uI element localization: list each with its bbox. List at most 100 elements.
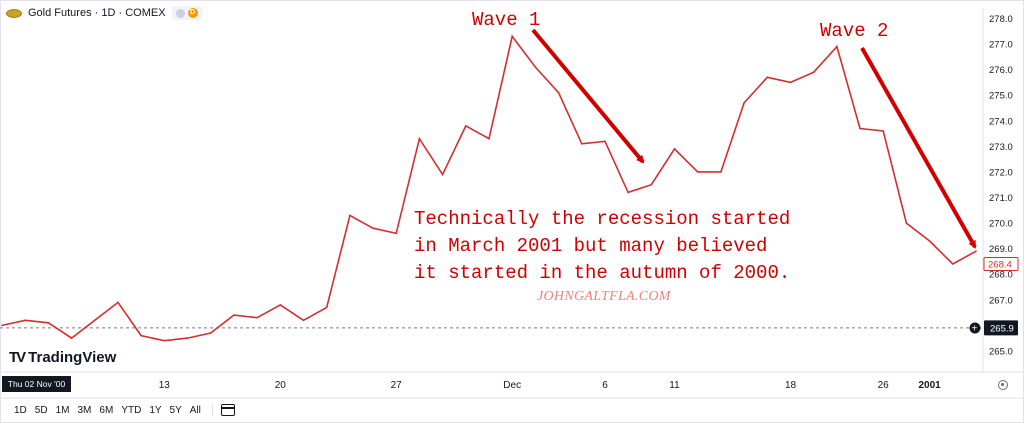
series-point — [325, 306, 328, 309]
timeframe-toolbar: 1D 5D 1M 3M 6M YTD 1Y 5Y All — [0, 400, 235, 420]
series-point — [302, 319, 305, 322]
timeframe-ytd-button[interactable]: YTD — [121, 404, 142, 416]
price-tick-label: 269.0 — [989, 244, 1013, 255]
series-point — [812, 71, 815, 73]
timeframe-3m-button[interactable]: 3M — [77, 404, 92, 416]
series-point — [418, 137, 421, 140]
series-point — [465, 125, 467, 127]
last-price-label: 268.4 — [988, 259, 1012, 270]
series-point — [349, 214, 351, 217]
time-tick-label: Dec — [503, 380, 521, 391]
series-point — [952, 263, 954, 265]
time-tick-label: 27 — [391, 380, 403, 391]
time-tick-label: 2001 — [918, 380, 941, 391]
series-point — [928, 240, 931, 242]
last-price-box — [983, 257, 1019, 271]
price-axis[interactable]: 265.0266.0267.0268.0269.0270.0271.0272.0… — [989, 14, 1013, 357]
annotation-note-line-2: in March 2001 but many believed — [414, 235, 767, 257]
timeframe-1d-button[interactable]: 1D — [14, 404, 27, 416]
series-point — [395, 232, 398, 235]
timeframe-1m-button[interactable]: 1M — [55, 404, 70, 416]
series-point — [511, 35, 513, 38]
watermark: JOHNGALTFLA.COM — [537, 289, 671, 304]
series-point — [696, 171, 699, 173]
time-tick-label: 6 — [602, 380, 608, 391]
chart-header[interactable]: Gold Futures · 1D · COMEX D — [6, 5, 202, 21]
plus-glyph: + — [972, 324, 978, 335]
annotation-wave-2: Wave 2 — [820, 20, 888, 42]
series-point — [209, 332, 212, 334]
price-tick-label: 268.0 — [989, 270, 1013, 281]
tradingview-logo-text: TradingView — [28, 349, 117, 366]
crosshair-price-marker: 265.9 + — [969, 320, 1018, 336]
series-point — [766, 76, 769, 79]
price-tick-label: 274.0 — [989, 116, 1013, 127]
series-points — [1, 35, 977, 342]
wave-1-arrow — [531, 28, 645, 164]
toolbar-divider — [211, 404, 213, 416]
series-point — [70, 337, 73, 339]
series-point — [673, 148, 676, 150]
price-tick-label: 277.0 — [989, 40, 1013, 51]
series-point — [905, 222, 908, 224]
series-point — [789, 81, 792, 84]
add-alert-icon[interactable] — [969, 322, 981, 334]
price-tick-label: 275.0 — [989, 91, 1013, 102]
series-point — [256, 316, 258, 319]
series-line-gold-futures — [1, 34, 977, 342]
time-axis[interactable]: 13 20 27 Dec 6 11 18 26 2001 — [159, 380, 941, 391]
annotation-note-line-3: it started in the autumn of 2000. — [414, 262, 790, 284]
market-status-icon — [175, 8, 185, 18]
price-tick-label: 276.0 — [989, 65, 1013, 76]
series-point — [488, 137, 490, 140]
timeframe-all-button[interactable]: All — [189, 404, 201, 416]
series-point — [650, 183, 653, 186]
timeframe-5d-button[interactable]: 5D — [34, 404, 48, 416]
series-point — [233, 314, 235, 316]
series-point — [859, 127, 861, 130]
series-point — [743, 102, 745, 104]
series-point — [534, 66, 537, 68]
price-tick-label: 273.0 — [989, 142, 1013, 153]
time-tick-label: 26 — [878, 380, 890, 391]
tradingview-logo[interactable]: TV TradingView — [9, 349, 116, 366]
series-point — [627, 191, 629, 194]
series-point — [372, 227, 374, 229]
series-point — [140, 334, 142, 337]
series-point — [557, 91, 560, 94]
series-point — [581, 143, 583, 145]
series-point — [163, 339, 166, 342]
timeframe-6m-button[interactable]: 6M — [99, 404, 114, 416]
symbol-title[interactable]: Gold Futures · 1D · COMEX — [28, 7, 166, 19]
series-point — [117, 301, 119, 304]
price-tick-label: 267.0 — [989, 295, 1013, 306]
price-tick-label: 270.0 — [989, 219, 1013, 230]
annotation-wave-1: Wave 1 — [472, 9, 540, 31]
series-point — [94, 319, 96, 322]
timeframe-1y-button[interactable]: 1Y — [149, 404, 162, 416]
last-price-marker: 268.4 — [983, 257, 1019, 271]
price-tick-label: 265.0 — [989, 346, 1013, 357]
wave-2-arrow — [860, 47, 977, 249]
time-tick-label: 18 — [785, 380, 797, 391]
series-point — [441, 173, 444, 176]
series-point — [279, 304, 282, 306]
calendar-icon[interactable] — [220, 404, 235, 416]
price-tick-label: 278.0 — [989, 14, 1013, 25]
status-indicators[interactable]: D — [171, 6, 202, 20]
settings-icon[interactable] — [998, 380, 1008, 390]
series-point — [720, 171, 722, 173]
crosshair-price-box — [984, 320, 1018, 336]
series-point — [836, 45, 838, 48]
crosshair-date-badge: Thu 02 Nov '00 — [2, 376, 71, 392]
time-tick-label: 11 — [669, 380, 680, 391]
series-point — [882, 130, 884, 132]
tradingview-logo-icon: TV — [9, 349, 26, 366]
gold-symbol-icon — [6, 8, 22, 18]
timeframe-5y-button[interactable]: 5Y — [169, 404, 182, 416]
time-tick-label: 13 — [159, 380, 171, 391]
time-tick-label: 20 — [275, 380, 287, 391]
annotation-note-line-1: Technically the recession started — [414, 208, 790, 230]
series-point — [1, 324, 3, 327]
